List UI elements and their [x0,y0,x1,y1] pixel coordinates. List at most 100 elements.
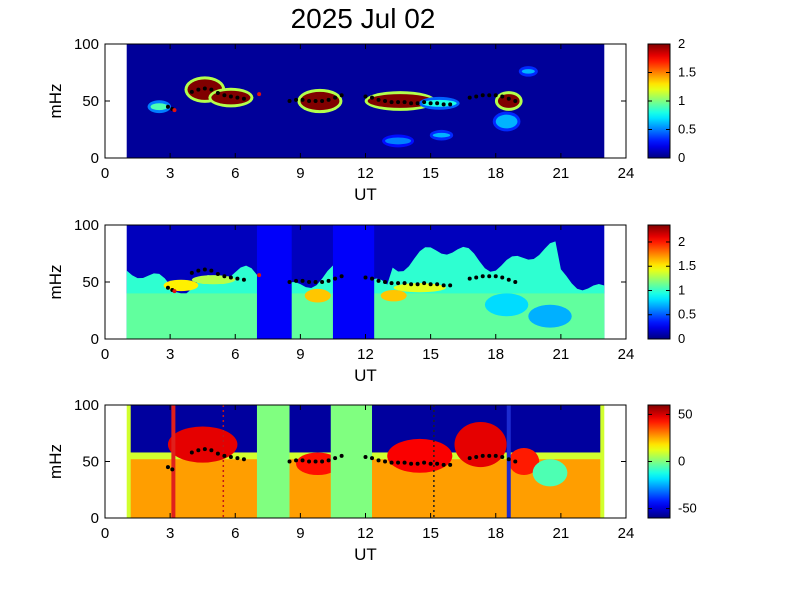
colorbar-tick-label: -50 [678,501,697,516]
peak-marker [448,102,453,107]
x-tick-label: 9 [296,346,304,363]
phase-blob [454,421,507,468]
peak-marker [241,457,246,462]
peak-marker [222,274,227,279]
colorbar [647,224,671,340]
peak-marker [396,281,401,286]
x-axis-label: UT [354,366,377,385]
peak-marker [415,461,420,466]
peak-marker [202,86,207,91]
data-gap [256,225,292,339]
peak-marker [300,278,305,283]
x-tick-label: 9 [296,525,304,542]
peak-marker [435,101,440,106]
peak-marker [487,274,492,279]
peak-marker [480,453,485,458]
colorbar-tick-label: 2 [678,36,685,51]
colorbar-tick-label: 0 [678,331,685,346]
peak-marker [209,448,214,453]
peak-marker [228,275,233,280]
peak-marker [428,101,433,106]
peak-marker [222,93,227,98]
x-tick-label: 3 [166,165,174,182]
peak-marker-red [257,92,262,97]
peak-marker [326,97,331,102]
x-tick-label: 9 [296,165,304,182]
peak-marker [235,276,240,281]
peak-marker [215,91,220,96]
peak-marker [474,94,479,99]
power-blob [393,283,446,293]
peak-marker [428,461,433,466]
x-tick-label: 6 [231,525,239,542]
x-tick-label: 21 [553,525,570,542]
y-tick-label: 0 [91,510,99,527]
peak-marker [396,460,401,465]
x-tick-label: 18 [487,165,504,182]
peak-marker [370,456,375,461]
peak-marker [376,458,381,463]
peak-marker [235,95,240,100]
peak-marker [409,461,414,466]
peak-marker [376,278,381,283]
phase-blob [167,426,238,463]
peak-marker [287,280,292,284]
peak-marker [402,281,407,286]
x-tick-label: 0 [101,346,109,363]
y-axis-label: mHz [46,84,65,119]
peak-marker [480,274,485,279]
x-tick-label: 15 [422,165,439,182]
peak-marker [228,454,233,459]
peak-marker [196,87,201,92]
peak-marker [202,447,207,452]
x-axis-label: UT [354,545,377,564]
colorbar-tick-label: 1.5 [678,258,696,273]
colorbar-tick-label: 0 [678,150,685,165]
data-gap [330,405,373,518]
peak-marker [300,97,305,102]
power-blob [300,91,340,111]
peak-marker [363,94,368,99]
peak-marker [215,451,220,456]
peak-marker [320,280,325,284]
x-tick-label: 12 [357,346,374,363]
peak-marker [480,93,485,98]
peak-marker [222,453,227,458]
peak-marker [441,283,446,288]
peak-marker [333,95,338,100]
peak-marker [415,282,420,287]
peak-marker [215,272,220,277]
peak-marker [165,465,170,470]
peak-marker [428,282,433,287]
peak-marker [493,93,498,98]
x-tick-label: 18 [487,346,504,363]
colorbar-tick-label: 0.5 [678,307,696,322]
peak-marker [500,94,505,99]
peak-marker [202,267,207,272]
power-blob [528,304,572,328]
spectrogram [126,44,605,158]
peak-marker [313,99,318,103]
y-tick-label: 50 [82,93,99,110]
power-blob [484,293,529,317]
colorbar-tick-label: 0 [678,454,685,469]
peak-marker [467,276,472,281]
peak-marker [165,285,170,290]
x-tick-label: 18 [487,525,504,542]
peak-marker [441,102,446,107]
peak-marker [287,459,292,464]
peak-marker [402,100,407,105]
peak-marker [500,454,505,459]
power-blob [432,132,451,138]
x-tick-label: 15 [422,346,439,363]
peak-marker-red [172,108,177,113]
peak-marker [383,99,388,103]
peak-marker [363,454,368,459]
panel-1: 0 3 6 9 12 15 18 21 24 0 50 100 UT mHz 0 0.5 1 1.5 2 [46,36,696,204]
peak-marker [189,450,194,455]
peak-marker [493,453,498,458]
x-tick-label: 0 [101,525,109,542]
spectrogram [126,225,605,339]
colorbar-tick-label: 0.5 [678,122,696,137]
